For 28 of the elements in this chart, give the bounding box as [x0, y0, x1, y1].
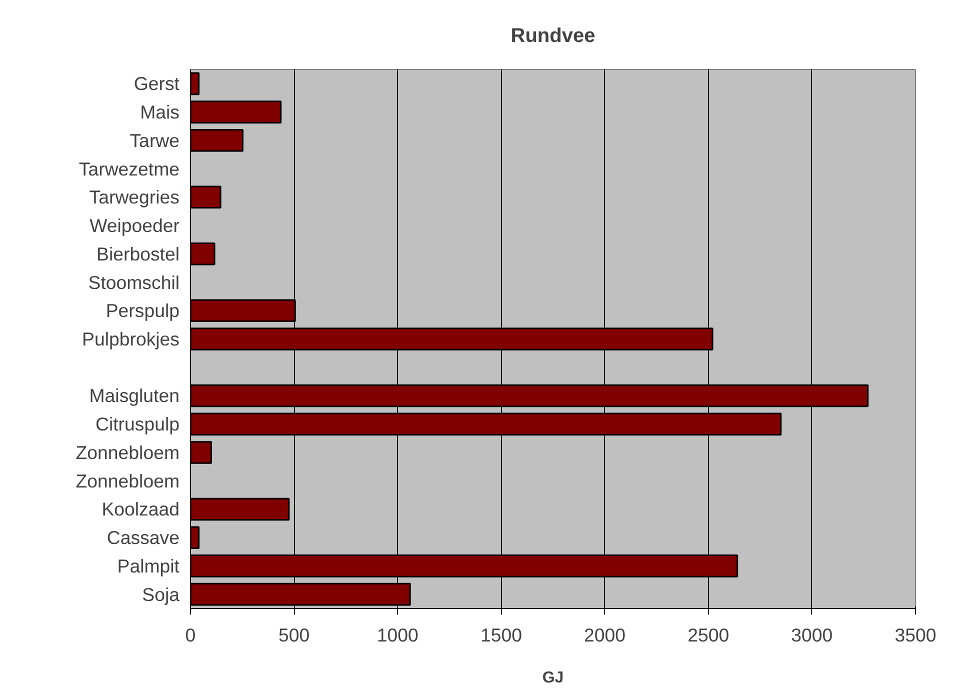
x-tick-label: 2000: [584, 624, 626, 646]
y-tick-label: Zonnebloem: [76, 470, 180, 492]
y-tick-label: Weipoeder: [90, 215, 180, 236]
chart-title: Rundvee: [510, 25, 596, 47]
y-tick-label: Soja: [142, 584, 180, 605]
y-tick-label: Pulpbrokjes: [82, 328, 180, 350]
y-tick-label: Gerst: [134, 73, 180, 94]
y-tick-label: Perspulp: [106, 300, 180, 322]
y-tick-label: Mais: [140, 102, 180, 123]
y-tick-label: Stoomschil: [88, 272, 180, 293]
y-tick-label: Maisgluten: [89, 385, 180, 406]
y-tick-label: Bierbostel: [96, 243, 180, 264]
x-tick-label: 0: [185, 624, 196, 646]
x-tick-label: 1000: [376, 624, 418, 646]
y-tick-label: Koolzaad: [102, 498, 180, 520]
y-tick-label: Citruspulp: [96, 414, 180, 435]
y-tick-label: Tarwe: [130, 130, 180, 151]
y-tick-label: Tarwegries: [89, 186, 180, 208]
x-tick-label: 3500: [894, 624, 936, 646]
x-tick-label: 500: [278, 624, 310, 646]
y-tick-label: Zonnebloem: [76, 442, 180, 463]
x-tick-label: 1500: [480, 624, 522, 646]
y-tick-label: Cassave: [106, 527, 180, 548]
y-tick-label: Palmpit: [117, 555, 180, 576]
x-tick-label: 3000: [791, 624, 833, 646]
x-tick-label: 2500: [688, 624, 730, 646]
x-axis-title: GJ: [542, 670, 564, 686]
y-tick-label: Tarwezetme: [78, 158, 180, 180]
